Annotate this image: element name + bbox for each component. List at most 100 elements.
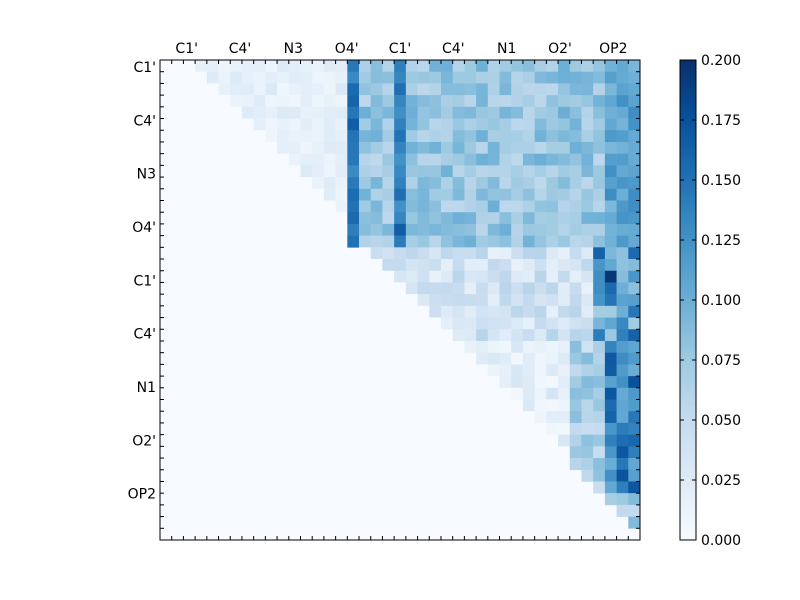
heatmap-cell [628, 329, 641, 342]
heatmap-cell [487, 259, 500, 272]
heatmap-cell [628, 259, 641, 272]
heatmap-cell [476, 60, 489, 73]
heatmap-cell [253, 130, 266, 143]
heatmap-cell [464, 95, 477, 108]
heatmap-cell [616, 493, 629, 506]
heatmap-cell [405, 118, 418, 131]
heatmap-cell [546, 399, 559, 412]
heatmap-cell [417, 177, 430, 190]
heatmap-cell [628, 282, 641, 295]
heatmap-cell [429, 294, 442, 307]
heatmap-cell [335, 141, 348, 154]
heatmap-cell [546, 188, 559, 201]
heatmap-cell [534, 376, 547, 389]
heatmap-cell [464, 188, 477, 201]
heatmap-cell [370, 153, 383, 166]
heatmap-cell [581, 399, 594, 412]
heatmap-cell [464, 270, 477, 283]
heatmap-cell [440, 141, 453, 154]
heatmap-cell [464, 153, 477, 166]
heatmap-cell [499, 376, 512, 389]
heatmap-cell [440, 282, 453, 295]
heatmap-cell [628, 71, 641, 84]
heatmap-cell [558, 352, 571, 365]
heatmap-cell [616, 376, 629, 389]
heatmap-cell [558, 270, 571, 283]
heatmap-cell [581, 305, 594, 318]
heatmap-cell [241, 130, 254, 143]
heatmap-cell [312, 200, 325, 213]
heatmap-cell [522, 95, 535, 108]
heatmap-cell [593, 469, 606, 482]
heatmap-cell [581, 434, 594, 447]
heatmap-cell [452, 188, 465, 201]
heatmap-cell [476, 235, 489, 248]
heatmap-cell [558, 305, 571, 318]
heatmap-cell [558, 60, 571, 73]
heatmap-cell [476, 165, 489, 178]
heatmap-cell [604, 294, 617, 307]
y-tick-label: O2' [132, 433, 156, 449]
heatmap-cell [487, 200, 500, 213]
heatmap-cell [499, 364, 512, 377]
heatmap-cell [370, 83, 383, 96]
heatmap-cell [581, 188, 594, 201]
heatmap-cell [394, 95, 407, 108]
heatmap-cell [522, 200, 535, 213]
heatmap-cell [218, 95, 231, 108]
heatmap-cell [569, 71, 582, 84]
heatmap-cell [394, 259, 407, 272]
heatmap-cell [534, 188, 547, 201]
heatmap-cell [593, 153, 606, 166]
heatmap-cell [382, 212, 395, 225]
heatmap-cell [593, 235, 606, 248]
heatmap-cell [616, 411, 629, 424]
heatmap-cell [569, 305, 582, 318]
heatmap-cell [499, 329, 512, 342]
heatmap-cell [616, 71, 629, 84]
heatmap-cell [616, 387, 629, 400]
heatmap-cell [511, 177, 524, 190]
heatmap-cell [440, 247, 453, 260]
heatmap-cell [359, 106, 372, 119]
heatmap-cell [440, 118, 453, 131]
heatmap-cell [616, 165, 629, 178]
heatmap-cell [464, 71, 477, 84]
heatmap-cell [405, 212, 418, 225]
heatmap-cell [277, 106, 290, 119]
heatmap-cell [464, 247, 477, 260]
heatmap-cell [628, 504, 641, 517]
heatmap-cell [359, 188, 372, 201]
heatmap-cell [604, 200, 617, 213]
heatmap-cell [581, 165, 594, 178]
heatmap-cell [558, 434, 571, 447]
heatmap-cell [616, 106, 629, 119]
heatmap-cell [487, 329, 500, 342]
heatmap-cell [534, 223, 547, 236]
heatmap-cell [628, 106, 641, 119]
heatmap-cell [511, 153, 524, 166]
heatmap-cell [359, 235, 372, 248]
heatmap-cell [499, 235, 512, 248]
heatmap-cell [452, 200, 465, 213]
heatmap-cell [616, 434, 629, 447]
heatmap-cell [546, 235, 559, 248]
heatmap-cell [218, 60, 231, 73]
heatmap-cell [581, 141, 594, 154]
x-tick-label: C4' [229, 41, 252, 57]
heatmap-cell [546, 340, 559, 353]
heatmap-cell [218, 71, 231, 84]
heatmap-cell [487, 153, 500, 166]
heatmap-cell [359, 71, 372, 84]
heatmap-cell [429, 270, 442, 283]
heatmap-cell [394, 141, 407, 154]
heatmap-cell [604, 212, 617, 225]
heatmap-cell [382, 177, 395, 190]
heatmap-cell [347, 177, 360, 190]
heatmap-cell [405, 247, 418, 260]
heatmap-cell [499, 294, 512, 307]
heatmap-cell [335, 83, 348, 96]
heatmap-cell [429, 153, 442, 166]
y-tick-label: C4' [133, 327, 156, 343]
